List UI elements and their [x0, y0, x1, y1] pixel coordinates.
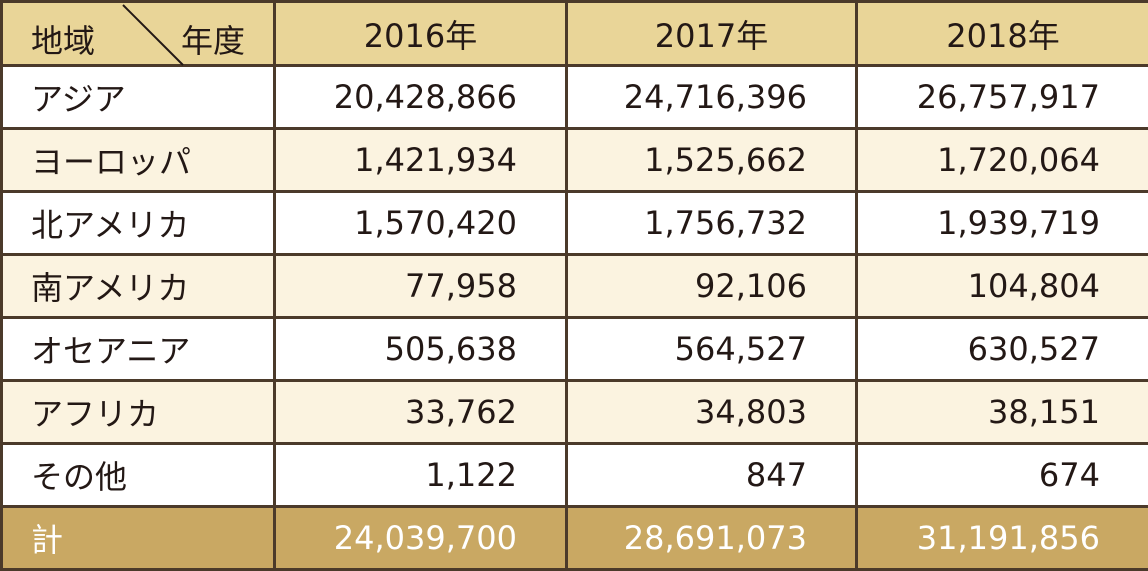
- region-name: アフリカ: [2, 381, 275, 444]
- table-row: アジア 20,428,866 24,716,396 26,757,917: [2, 66, 1148, 129]
- value-cell: 20,428,866: [275, 66, 567, 129]
- year-header: 2017年: [567, 2, 857, 66]
- value-cell: 77,958: [275, 255, 567, 318]
- value-cell: 26,757,917: [857, 66, 1148, 129]
- region-name: オセアニア: [2, 318, 275, 381]
- value-cell: 1,525,662: [567, 129, 857, 192]
- value-cell: 564,527: [567, 318, 857, 381]
- value-cell: 847: [567, 444, 857, 507]
- header-row: 地域 年度 2016年 2017年 2018年: [2, 2, 1148, 66]
- value-cell: 1,421,934: [275, 129, 567, 192]
- value-cell: 1,570,420: [275, 192, 567, 255]
- total-label: 計: [2, 507, 275, 570]
- year-header: 2016年: [275, 2, 567, 66]
- value-cell: 630,527: [857, 318, 1148, 381]
- region-name: その他: [2, 444, 275, 507]
- table-row: ヨーロッパ 1,421,934 1,525,662 1,720,064: [2, 129, 1148, 192]
- value-cell: 38,151: [857, 381, 1148, 444]
- value-cell: 1,756,732: [567, 192, 857, 255]
- total-value: 28,691,073: [567, 507, 857, 570]
- value-cell: 34,803: [567, 381, 857, 444]
- table-row: アフリカ 33,762 34,803 38,151: [2, 381, 1148, 444]
- table-row: オセアニア 505,638 564,527 630,527: [2, 318, 1148, 381]
- year-header-label: 年度: [181, 16, 245, 62]
- year-header: 2018年: [857, 2, 1148, 66]
- value-cell: 1,720,064: [857, 129, 1148, 192]
- table-row: 南アメリカ 77,958 92,106 104,804: [2, 255, 1148, 318]
- table-row: 北アメリカ 1,570,420 1,756,732 1,939,719: [2, 192, 1148, 255]
- region-name: 北アメリカ: [2, 192, 275, 255]
- region-name: ヨーロッパ: [2, 129, 275, 192]
- total-value: 31,191,856: [857, 507, 1148, 570]
- region-name: アジア: [2, 66, 275, 129]
- value-cell: 674: [857, 444, 1148, 507]
- value-cell: 1,939,719: [857, 192, 1148, 255]
- total-value: 24,039,700: [275, 507, 567, 570]
- value-cell: 104,804: [857, 255, 1148, 318]
- value-cell: 24,716,396: [567, 66, 857, 129]
- value-cell: 33,762: [275, 381, 567, 444]
- value-cell: 505,638: [275, 318, 567, 381]
- table-row: その他 1,122 847 674: [2, 444, 1148, 507]
- region-name: 南アメリカ: [2, 255, 275, 318]
- region-header-label: 地域: [31, 16, 95, 62]
- value-cell: 1,122: [275, 444, 567, 507]
- total-row: 計 24,039,700 28,691,073 31,191,856: [2, 507, 1148, 570]
- value-cell: 92,106: [567, 255, 857, 318]
- corner-header: 地域 年度: [2, 2, 275, 66]
